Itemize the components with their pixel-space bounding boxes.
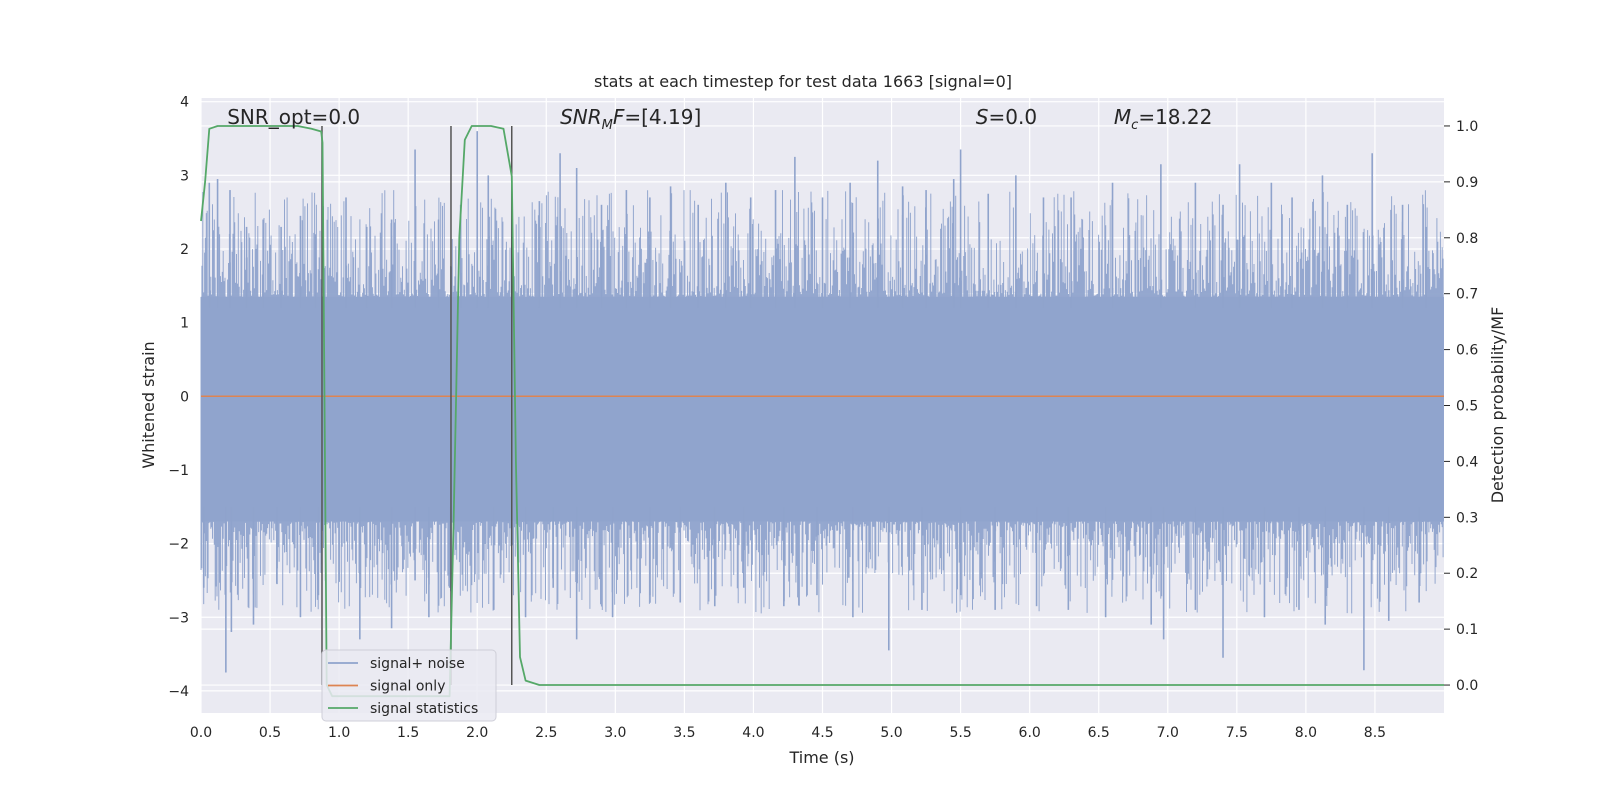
chart-title: stats at each timestep for test data 166…: [594, 72, 1012, 91]
legend-box: [321, 649, 497, 722]
left-y-tick-label-3: −1: [168, 463, 189, 479]
annotation-s-value: S=0.0: [976, 105, 1037, 129]
x-tick-label-8: 4.0: [742, 725, 764, 741]
left-y-tick-label-0: −4: [168, 684, 189, 700]
right-y-tick-label-3: 0.3: [1456, 510, 1478, 526]
x-tick-label-17: 8.5: [1364, 725, 1386, 741]
left-y-tick-label-6: 2: [180, 242, 189, 258]
right-y-tick-label-7: 0.7: [1456, 287, 1478, 303]
x-tick-label-16: 8.0: [1295, 725, 1317, 741]
x-tick-label-5: 2.5: [535, 725, 557, 741]
x-axis-label: Time (s): [788, 748, 854, 767]
right-y-axis-label: Detection probability/MF: [1488, 307, 1507, 504]
legend: signal+ noise signal only signal statistic…: [321, 649, 497, 722]
x-tick-label-9: 4.5: [811, 725, 833, 741]
x-tick-label-14: 7.0: [1157, 725, 1179, 741]
series-signal-noise: [200, 131, 1444, 673]
left-y-tick-label-2: −2: [168, 537, 189, 553]
series-signal-statistics: [200, 125, 1444, 698]
annotation-snr-mf: SNRMF=[4.19]: [560, 105, 701, 133]
x-tick-label-10: 5.0: [880, 725, 902, 741]
right-y-tick-label-8: 0.8: [1456, 231, 1478, 247]
annotation-mc-value: Mc=18.22: [1114, 105, 1212, 133]
right-y-tick-label-9: 0.9: [1456, 175, 1478, 191]
x-tick-label-13: 6.5: [1088, 725, 1110, 741]
right-y-tick-labels: 0.0 0.1 0.2 0.3 0.4 0.5 0.6 0.7 0.8 0.9 1.0: [1444, 119, 1478, 694]
signal-statistics-line: [200, 125, 1444, 698]
left-y-tick-label-5: 1: [180, 316, 189, 332]
legend-label-0: signal+ noise: [370, 656, 465, 672]
x-tick-label-1: 0.5: [259, 725, 281, 741]
x-tick-label-11: 5.5: [949, 725, 971, 741]
left-y-tick-label-4: 0: [180, 389, 189, 405]
left-y-tick-labels: −4 −3 −2 −1 0 1 2 3 4: [168, 95, 189, 700]
x-tick-label-4: 2.0: [466, 725, 488, 741]
x-tick-label-2: 1.0: [328, 725, 350, 741]
legend-label-2: signal statistics: [370, 701, 478, 717]
x-tick-label-7: 3.5: [673, 725, 695, 741]
left-y-axis-label: Whitened strain: [139, 341, 158, 468]
noise-trace: [200, 190, 1444, 614]
x-tick-label-15: 7.5: [1226, 725, 1248, 741]
left-y-tick-label-8: 4: [180, 95, 189, 111]
x-tick-label-12: 6.0: [1019, 725, 1041, 741]
right-y-tick-label-4: 0.4: [1456, 454, 1478, 470]
x-tick-label-0: 0.0: [190, 725, 212, 741]
x-tick-label-6: 3.0: [604, 725, 626, 741]
left-y-tick-label-7: 3: [180, 168, 189, 184]
right-y-tick-label-6: 0.6: [1456, 343, 1478, 359]
right-y-tick-label-5: 0.5: [1456, 399, 1478, 415]
x-tick-label-3: 1.5: [397, 725, 419, 741]
right-y-tick-label-10: 1.0: [1456, 119, 1478, 135]
right-y-tick-label-2: 0.2: [1456, 566, 1478, 582]
left-y-tick-label-1: −3: [168, 610, 189, 626]
annotation-snr-opt: SNR_opt=0.0: [227, 105, 360, 129]
right-y-tick-label-0: 0.0: [1456, 678, 1478, 694]
annotations: SNR_opt=0.0 SNRMF=[4.19] S=0.0 Mc=18.22: [227, 105, 1212, 133]
x-tick-labels: 0.0 0.5 1.0 1.5 2.0 2.5 3.0 3.5 4.0 4.5 5.0 5.5 6.0 6…: [190, 725, 1386, 741]
legend-label-1: signal only: [370, 679, 445, 695]
right-y-tick-label-1: 0.1: [1456, 622, 1478, 638]
